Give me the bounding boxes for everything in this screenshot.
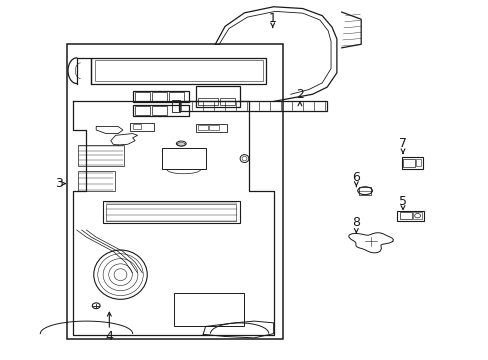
Bar xyxy=(152,107,166,115)
Text: 5: 5 xyxy=(398,195,406,208)
Bar xyxy=(78,145,124,166)
Text: 7: 7 xyxy=(398,137,406,150)
Bar xyxy=(198,125,207,130)
Text: 4: 4 xyxy=(105,330,113,343)
Bar xyxy=(169,92,183,101)
Text: 2: 2 xyxy=(295,89,303,102)
Bar xyxy=(171,100,180,112)
Bar xyxy=(403,158,414,167)
Bar xyxy=(78,171,115,191)
Text: 6: 6 xyxy=(352,171,360,184)
Bar xyxy=(209,125,219,130)
Bar xyxy=(220,98,234,105)
Bar xyxy=(132,124,141,129)
Bar xyxy=(396,211,423,221)
Bar xyxy=(152,92,166,101)
Bar xyxy=(359,187,370,195)
Bar xyxy=(179,101,326,111)
Bar xyxy=(67,44,283,339)
Bar xyxy=(401,157,422,168)
Bar xyxy=(399,212,411,219)
Bar xyxy=(196,124,227,132)
Bar xyxy=(106,204,236,221)
Bar xyxy=(135,107,149,115)
Text: 1: 1 xyxy=(268,12,276,25)
Bar xyxy=(162,148,205,169)
Bar xyxy=(130,123,153,131)
Bar xyxy=(135,92,149,101)
Text: 8: 8 xyxy=(352,216,360,229)
Bar xyxy=(132,105,188,116)
Text: 3: 3 xyxy=(55,177,62,190)
Bar xyxy=(95,60,263,81)
Bar xyxy=(412,212,421,219)
Bar xyxy=(132,91,188,102)
Bar xyxy=(91,58,266,84)
Bar xyxy=(415,159,420,166)
Bar xyxy=(103,202,239,223)
Bar xyxy=(198,98,217,105)
Bar xyxy=(174,293,244,327)
Bar xyxy=(196,86,239,107)
